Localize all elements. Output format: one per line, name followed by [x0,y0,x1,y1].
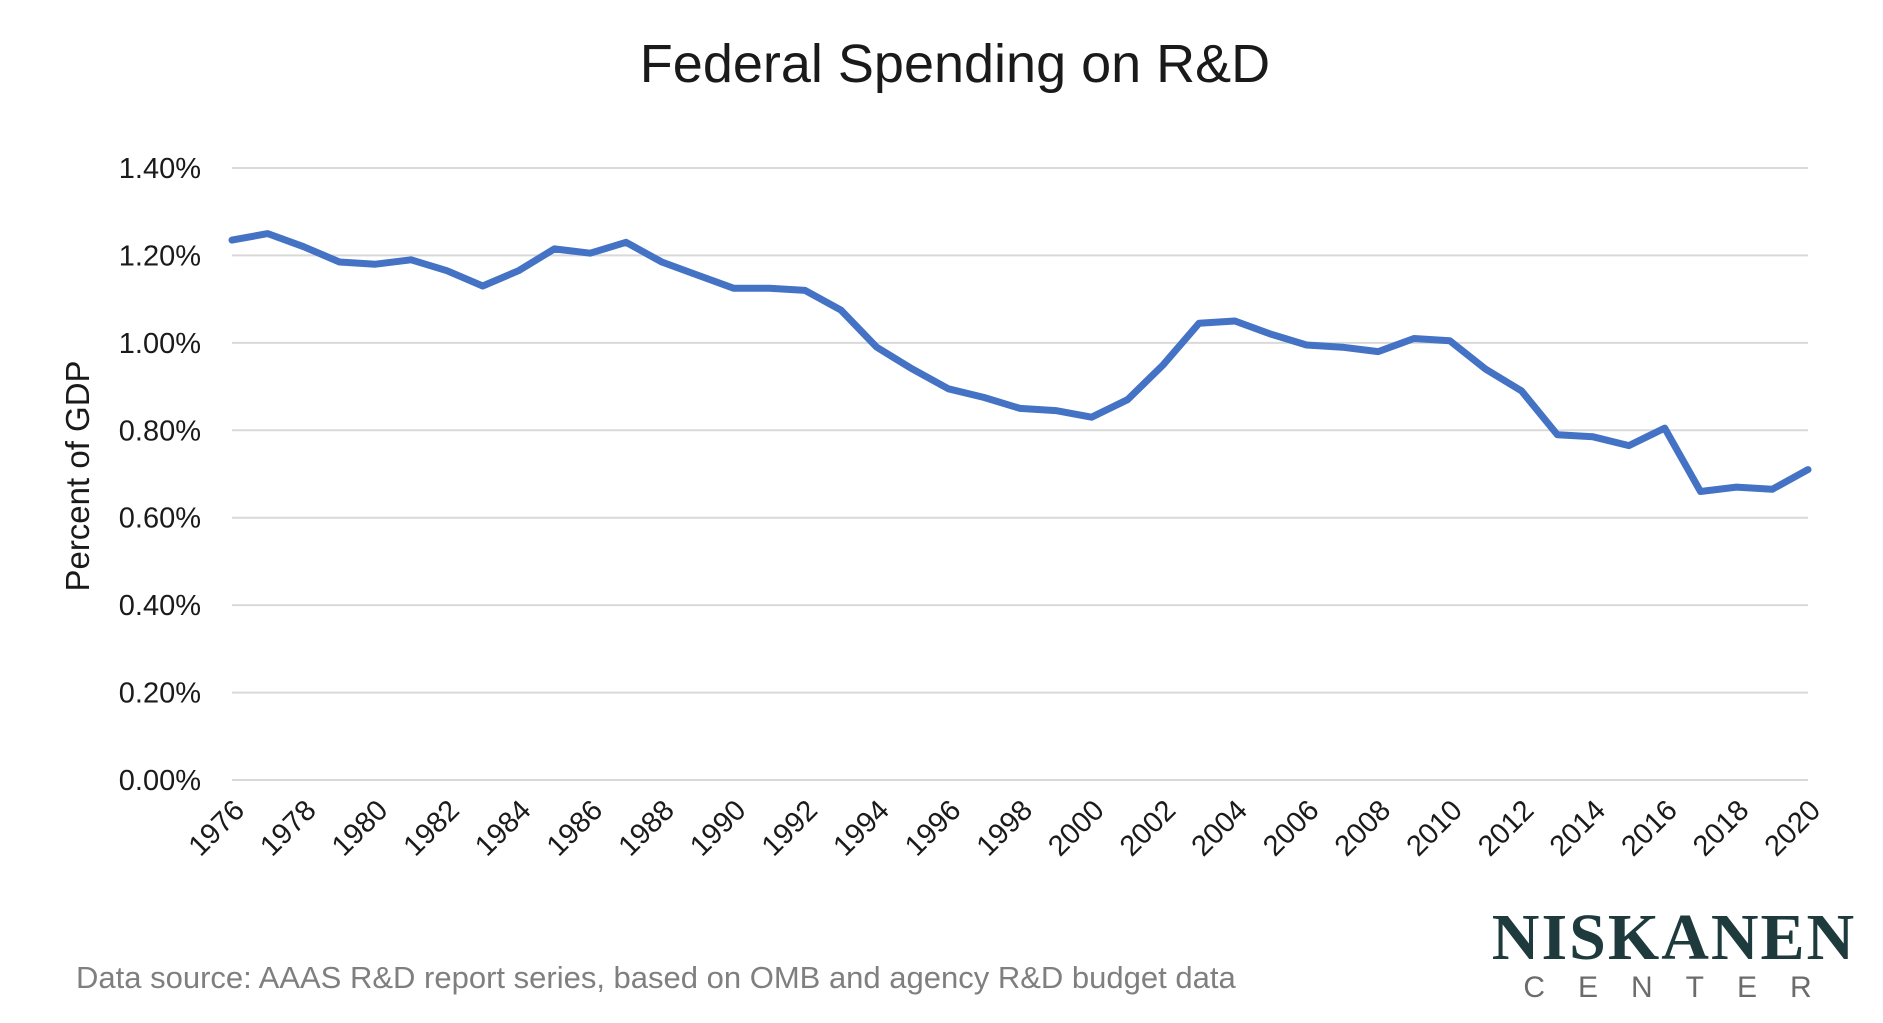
x-tick-label: 2000 [1042,794,1110,862]
series-group [228,230,1812,495]
x-tick-label: 2010 [1401,794,1469,862]
logo-name: NISKANEN [1491,901,1857,974]
x-tick-label: 2016 [1615,794,1683,862]
x-tick-label: 1982 [398,794,466,862]
x-tick-label: 2014 [1544,794,1612,862]
y-tick-label: 1.20% [119,240,201,272]
x-tick-label: 1978 [254,794,322,862]
x-tick-label: 2008 [1329,794,1397,862]
x-tick-label: 1990 [684,794,752,862]
x-tick-label: 1994 [827,794,895,862]
x-tick-label: 1996 [899,794,967,862]
chart-title: Federal Spending on R&D [640,34,1270,94]
x-tick-label: 2020 [1759,794,1827,862]
y-tick-label: 0.80% [119,415,201,447]
y-tick-label: 0.20% [119,678,201,710]
x-tick-label: 2018 [1687,794,1755,862]
x-tick-label: 1980 [326,794,394,862]
line-chart: Federal Spending on R&D 0.00%0.20%0.40%0… [59,34,1827,863]
x-tick-label: 1998 [971,794,1039,862]
x-tick-label: 2006 [1257,794,1325,862]
y-tick-label: 0.40% [119,590,201,622]
x-tick-label: 2002 [1114,794,1182,862]
x-axis-ticks: 1976 1978 1980 1982 1984 1986 1988 1990 1992 1994… [183,794,1827,862]
x-tick-label: 1988 [613,794,681,862]
y-tick-label: 0.00% [119,765,201,797]
logo-subtitle: CENTER [1523,971,1845,1004]
x-tick-label: 1976 [183,794,251,862]
niskanen-logo: NISKANEN CENTER [1488,905,1860,1005]
y-tick-label: 0.60% [119,503,201,535]
series-line [228,230,1812,495]
data-source-note: Data source: AAAS R&D report series, bas… [76,960,1236,995]
x-tick-label: 1986 [541,794,609,862]
y-tick-label: 1.00% [119,328,201,360]
y-axis-ticks: 0.00% 0.20% 0.40% 0.60% 0.80% 1.00% 1.20% 1.40% [119,153,201,797]
y-axis-label: Percent of GDP [59,360,96,591]
x-tick-label: 1992 [756,794,824,862]
gridlines [232,167,1808,781]
y-tick-label: 1.40% [119,153,201,185]
x-tick-label: 2004 [1186,794,1254,862]
x-tick-label: 2012 [1472,794,1540,862]
x-tick-label: 1984 [469,794,537,862]
